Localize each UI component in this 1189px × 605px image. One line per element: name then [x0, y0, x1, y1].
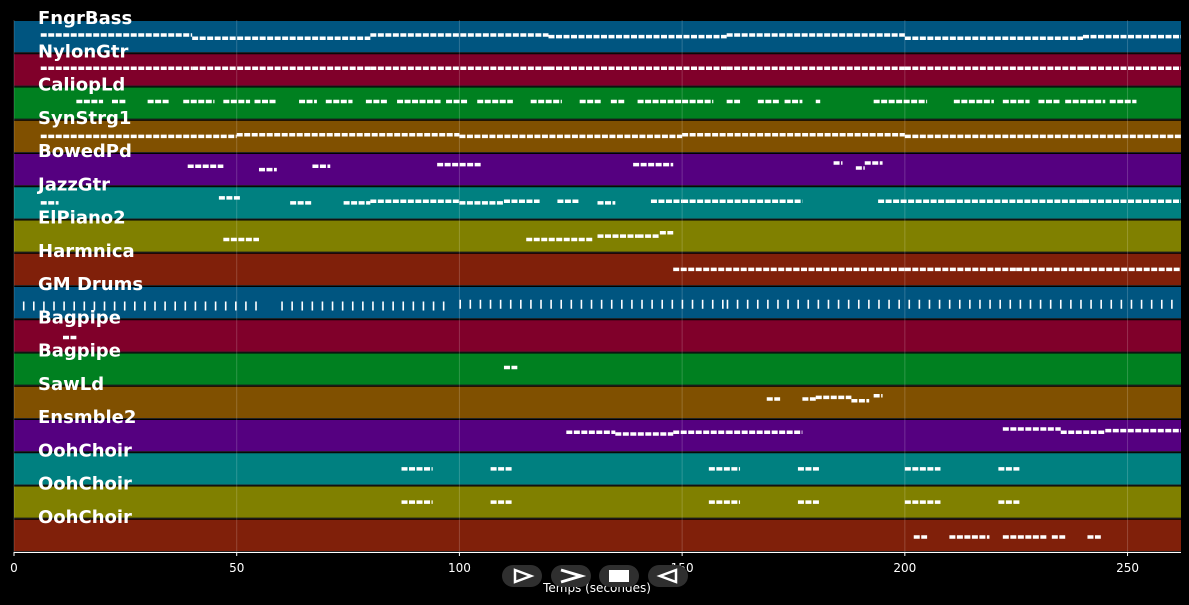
fast-forward-icon: [560, 568, 587, 584]
track-label: ElPiano2: [38, 208, 126, 229]
notes-layer: [22, 33, 1181, 539]
x-tick-label: 100: [448, 561, 471, 575]
play-icon: [513, 568, 535, 584]
track-label: BowedPd: [38, 141, 132, 162]
track-label: Bagpipe: [38, 307, 121, 328]
stop-icon: [609, 570, 629, 582]
rewind-icon: [656, 568, 678, 584]
track-lane: [14, 154, 1181, 186]
x-tick-label: 50: [229, 561, 244, 575]
track-lane: [14, 486, 1181, 518]
rewind-button[interactable]: [648, 565, 688, 587]
track-label: OohChoir: [38, 440, 132, 461]
track-label: JazzGtr: [36, 174, 110, 195]
track-label: FngrBass: [38, 8, 132, 29]
track-lane: [14, 453, 1181, 485]
stop-button[interactable]: [599, 565, 639, 587]
track-lane: [14, 320, 1181, 352]
track-label: GM Drums: [38, 274, 143, 295]
track-label: OohChoir: [38, 474, 132, 495]
fast-forward-button[interactable]: [551, 565, 591, 587]
track-lane: [14, 287, 1181, 319]
playback-controls: [502, 565, 692, 587]
track-label: CaliopLd: [38, 75, 125, 96]
track-lane: [14, 519, 1181, 551]
track-label: Harmnica: [38, 241, 135, 262]
track-label: SawLd: [38, 374, 104, 395]
track-lane: [14, 386, 1181, 418]
track-label: SynStrg1: [38, 108, 131, 129]
track-lane: [14, 253, 1181, 285]
x-tick-label: 0: [10, 561, 18, 575]
play-button[interactable]: [502, 565, 542, 587]
track-lane: [14, 420, 1181, 452]
track-label: Bagpipe: [38, 341, 121, 362]
track-label: NylonGtr: [38, 41, 129, 62]
labels-layer: FngrBass NylonGtr CaliopLd SynStrg1 BowedPd J…: [36, 8, 143, 528]
track-lane: [14, 353, 1181, 385]
track-label: OohChoir: [38, 507, 132, 528]
track-label: Ensmble2: [38, 407, 136, 428]
grid-layer: [13, 20, 1129, 552]
x-tick-label: 250: [1116, 561, 1139, 575]
x-tick-label: 200: [893, 561, 916, 575]
